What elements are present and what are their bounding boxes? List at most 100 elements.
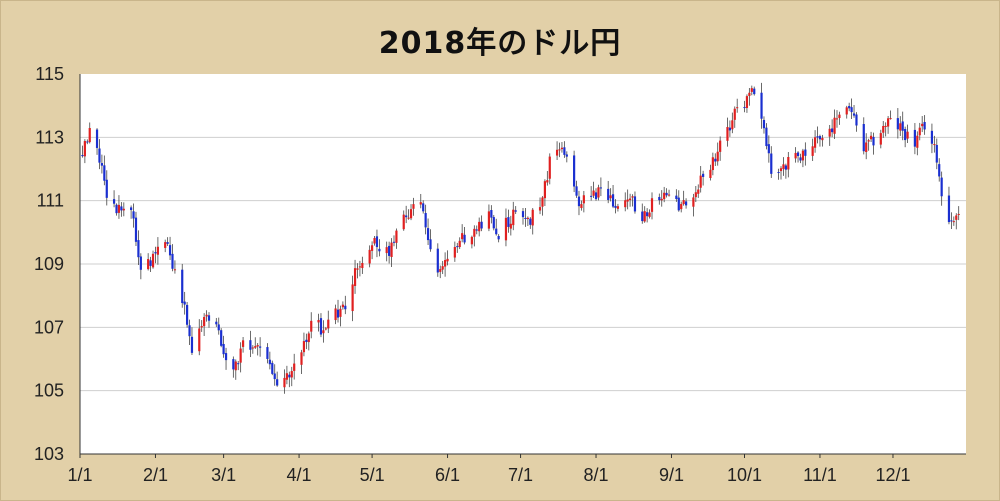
candle-up <box>887 118 890 127</box>
candle-up <box>582 195 585 204</box>
candle-down <box>181 269 184 304</box>
candle-down <box>796 152 800 157</box>
candle-down <box>765 127 768 147</box>
x-tick-label: 2/1 <box>143 465 168 485</box>
candle-down <box>702 173 705 177</box>
candle-up <box>835 118 839 120</box>
candle-up <box>918 127 921 136</box>
candle-up <box>650 198 654 212</box>
candle-up <box>869 135 873 140</box>
candle-down <box>190 336 194 353</box>
candle-down <box>112 199 116 204</box>
y-tick-label: 105 <box>34 381 64 401</box>
candle-down <box>288 374 291 378</box>
candle-down <box>429 239 432 250</box>
candle-up <box>385 247 388 254</box>
candle-down <box>767 144 770 154</box>
candle-down <box>947 195 951 223</box>
candle-up <box>526 217 529 220</box>
grid-lines <box>80 136 966 392</box>
x-tick-label: 7/1 <box>508 465 533 485</box>
candle-up <box>487 211 491 229</box>
candle-down <box>563 147 566 155</box>
candle-down <box>770 153 773 174</box>
candle-down <box>831 128 834 133</box>
candle-up <box>616 206 620 209</box>
x-tick-labels: 1/1 2/1 3/1 4/1 5/1 6/1 7/1 8/1 9/1 10/1 11/1 12/1 <box>67 465 910 485</box>
candle-up <box>726 127 729 141</box>
x-tick-label: 3/1 <box>211 465 236 485</box>
x-tick-label: 9/1 <box>659 465 684 485</box>
candle-down <box>266 347 269 359</box>
candle-up <box>307 333 310 343</box>
x-tick-label: 1/1 <box>67 465 92 485</box>
candle-down <box>319 318 323 335</box>
candle-up <box>470 236 473 245</box>
candle-down <box>86 141 89 143</box>
candle-up <box>395 230 398 243</box>
candle-down <box>188 325 191 337</box>
candle-down <box>137 240 140 258</box>
candle-down <box>935 144 938 163</box>
candle-down <box>762 119 766 129</box>
candle-up <box>624 200 627 208</box>
y-tick-labels: 103 105 107 109 111 113 115 <box>34 64 64 464</box>
candle-up <box>324 328 327 330</box>
candle-up <box>373 238 376 244</box>
candle-up <box>631 196 634 198</box>
candle-up <box>444 260 447 267</box>
candle-up <box>285 373 288 380</box>
candle-down <box>166 242 169 244</box>
candle-up <box>865 142 868 153</box>
candle-down <box>217 324 220 331</box>
candle-up <box>921 123 924 127</box>
candle-down <box>154 252 157 254</box>
candle-up <box>241 340 245 347</box>
candle-up <box>882 125 885 133</box>
candle-down <box>646 212 649 217</box>
candle-down <box>677 197 680 211</box>
x-tick-label: 12/1 <box>875 465 910 485</box>
candle-down <box>901 121 904 131</box>
candle-down <box>207 315 211 321</box>
candle-down <box>98 148 101 163</box>
candle-down <box>336 309 340 318</box>
candle-down <box>675 195 678 199</box>
candle-up <box>660 198 663 201</box>
candle-down <box>777 172 780 174</box>
candle-up <box>626 199 629 202</box>
candle-down <box>81 155 84 157</box>
candle-up <box>254 346 257 348</box>
candle-down <box>456 246 459 248</box>
candle-down <box>594 192 598 200</box>
candle-up <box>899 123 902 131</box>
candle-up <box>351 284 354 312</box>
candle-down <box>424 212 427 228</box>
candle-up <box>838 114 841 119</box>
candle-up <box>736 107 739 109</box>
candle-up <box>390 242 393 258</box>
y-tick-label: 103 <box>34 444 64 464</box>
candle-up <box>402 214 405 230</box>
candle-down <box>665 192 668 196</box>
candle-down <box>872 136 875 146</box>
candle-up <box>548 156 551 179</box>
candle-up <box>955 215 958 220</box>
candle-up <box>906 131 909 139</box>
candle-down <box>168 245 172 256</box>
candle-up <box>317 319 320 323</box>
candle-down <box>426 228 430 241</box>
candle-up <box>419 202 422 205</box>
candle-up <box>117 204 121 213</box>
candle-up <box>699 175 702 188</box>
candle-down <box>816 136 819 138</box>
y-tick-label: 111 <box>37 191 64 211</box>
candle-up <box>555 149 559 156</box>
y-tick-label: 113 <box>35 127 64 147</box>
candle-down <box>607 188 610 200</box>
candle-down <box>463 234 466 243</box>
candle-up <box>473 228 476 237</box>
candle-up <box>957 213 960 215</box>
candle-up <box>628 198 632 201</box>
